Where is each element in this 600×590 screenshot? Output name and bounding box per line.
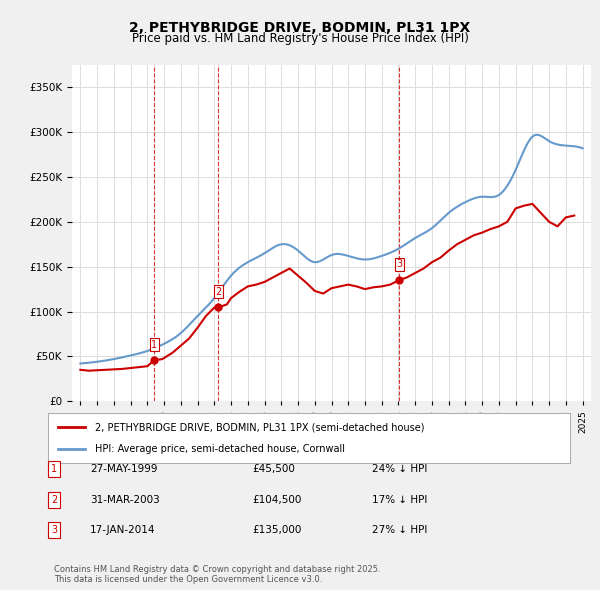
Text: 24% ↓ HPI: 24% ↓ HPI	[372, 464, 427, 474]
Text: £104,500: £104,500	[252, 495, 301, 504]
Text: 2: 2	[215, 287, 221, 297]
Text: 3: 3	[51, 526, 57, 535]
Text: 3: 3	[396, 260, 403, 270]
Text: 2, PETHYBRIDGE DRIVE, BODMIN, PL31 1PX: 2, PETHYBRIDGE DRIVE, BODMIN, PL31 1PX	[130, 21, 470, 35]
Text: 27% ↓ HPI: 27% ↓ HPI	[372, 526, 427, 535]
Text: 31-MAR-2003: 31-MAR-2003	[90, 495, 160, 504]
Text: 1: 1	[51, 464, 57, 474]
Text: 17% ↓ HPI: 17% ↓ HPI	[372, 495, 427, 504]
Text: 2, PETHYBRIDGE DRIVE, BODMIN, PL31 1PX (semi-detached house): 2, PETHYBRIDGE DRIVE, BODMIN, PL31 1PX (…	[95, 422, 424, 432]
Text: £45,500: £45,500	[252, 464, 295, 474]
Text: 27-MAY-1999: 27-MAY-1999	[90, 464, 157, 474]
Text: Price paid vs. HM Land Registry's House Price Index (HPI): Price paid vs. HM Land Registry's House …	[131, 32, 469, 45]
Text: HPI: Average price, semi-detached house, Cornwall: HPI: Average price, semi-detached house,…	[95, 444, 345, 454]
Text: £135,000: £135,000	[252, 526, 301, 535]
Text: 17-JAN-2014: 17-JAN-2014	[90, 526, 155, 535]
Text: 2: 2	[51, 495, 57, 504]
Text: Contains HM Land Registry data © Crown copyright and database right 2025.
This d: Contains HM Land Registry data © Crown c…	[54, 565, 380, 584]
Text: 1: 1	[151, 340, 157, 350]
